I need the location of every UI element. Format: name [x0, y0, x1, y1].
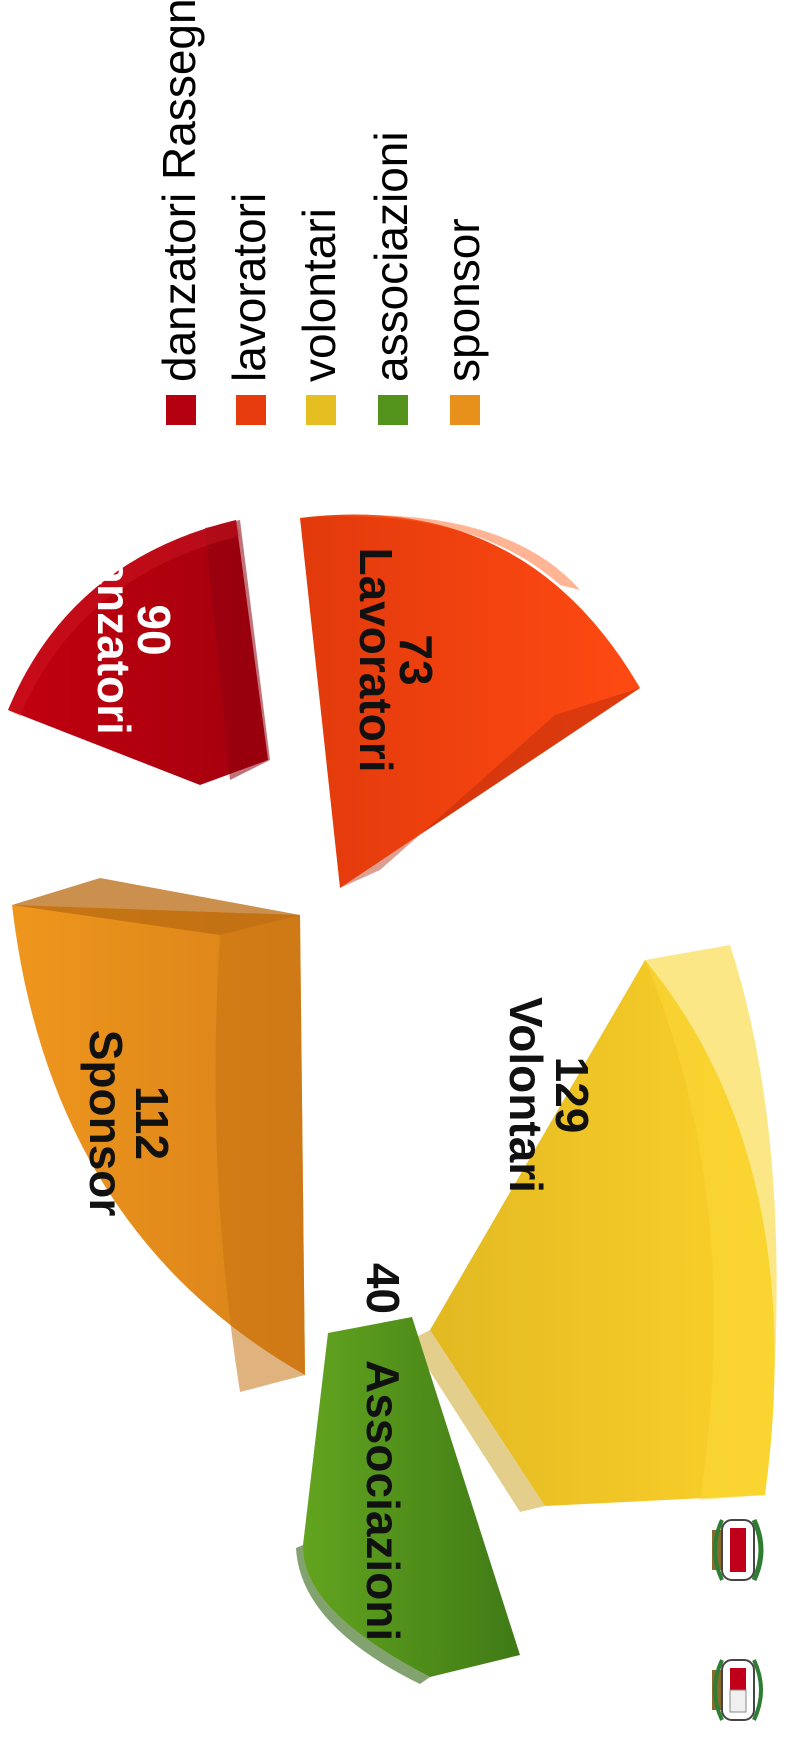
label-lavoratori-name: Lavoratori	[350, 548, 402, 773]
label-volontari-value: 129	[546, 1057, 598, 1134]
pie-slice-associazioni	[296, 1317, 520, 1684]
coat-of-arms-icon	[712, 1518, 764, 1582]
legend-label-volontari: volontari	[293, 208, 345, 382]
legend-swatch-danzatori	[166, 395, 196, 425]
legend-swatch-volontari	[306, 395, 336, 425]
label-danzatori-value: 90	[128, 604, 180, 655]
legend-swatch-associazioni	[378, 395, 408, 425]
legend: danzatori Rassegna lavoratori volontari …	[153, 0, 489, 425]
legend-label-lavoratori: lavoratori	[223, 193, 275, 382]
label-volontari-name: Volontari	[500, 997, 552, 1193]
pie-slice-sponsor	[12, 878, 305, 1392]
pie-slice-danzatori	[8, 520, 270, 785]
legend-label-associazioni: associazioni	[365, 131, 417, 382]
legend-swatch-lavoratori	[236, 395, 266, 425]
pie-slice-lavoratori	[300, 514, 640, 888]
legend-label-danzatori: danzatori Rassegna	[153, 0, 205, 382]
label-danzatori-name: Danzatori	[88, 525, 140, 735]
label-associazioni-value: 40	[357, 1263, 409, 1314]
pie-slice-volontari	[410, 945, 777, 1512]
label-sponsor-name: Sponsor	[80, 1030, 132, 1217]
coat-of-arms-icon	[712, 1659, 763, 1721]
label-associazioni-name: Associazioni	[357, 1360, 409, 1641]
label-lavoratori-value: 73	[390, 634, 442, 685]
legend-swatch-sponsor	[450, 395, 480, 425]
label-sponsor-value: 112	[126, 1086, 178, 1160]
legend-label-sponsor: sponsor	[437, 218, 489, 382]
